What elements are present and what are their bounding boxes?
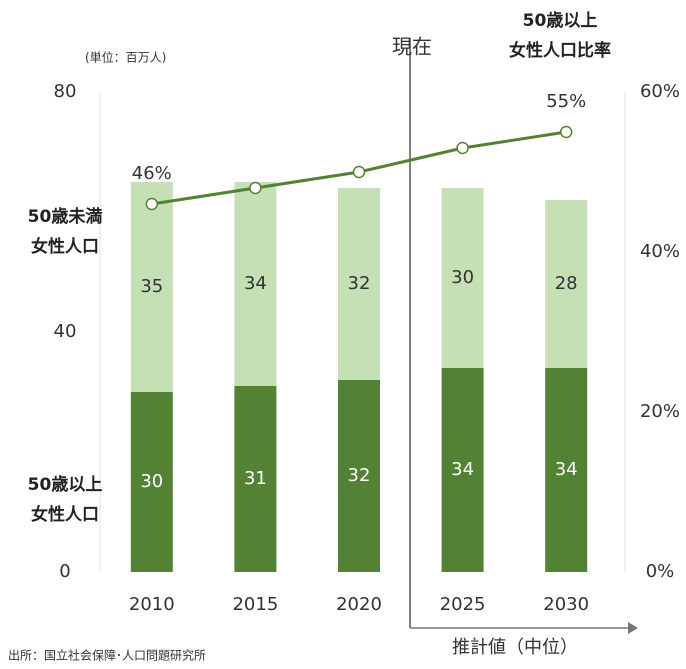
x-tick-label: 2015 [232,594,278,615]
bar-label: 34 [244,273,267,294]
legend-label: 50歳以上 女性人口比率 [509,11,611,61]
bar-segment [441,368,484,572]
line-marker [456,141,469,155]
bar-label: 32 [348,273,371,294]
bar-label: 34 [555,459,578,480]
bar-label: 35 [140,276,163,297]
projection-label: 推計値（中位） [452,637,578,658]
x-tick-label: 2010 [129,594,175,615]
bar-label: 28 [555,273,578,294]
bar-segment [130,182,173,392]
y-tick-label: 0 [59,561,70,582]
legend-label: 50歳以上 女性人口 [27,475,103,525]
line-value-label: 55% [546,91,586,112]
legend-label: 50歳未満 女性人口 [27,207,103,257]
line-marker [249,181,262,195]
line-marker [559,125,573,139]
y2-tick-label: 60% [640,81,680,102]
bar-label: 31 [244,468,267,489]
bar-segment [338,380,380,572]
line-marker [145,197,159,211]
y-tick-label: 80 [54,81,77,102]
unit-label: (単位：百万人) [85,50,166,65]
bar-label: 30 [451,267,474,288]
x-tick-label: 2025 [440,594,486,615]
source: 出所：国立社会保障･人口問題研究所 [8,648,206,663]
bar-label: 34 [451,459,474,480]
y2-tick-label: 0% [646,561,675,582]
bar-segment [545,368,588,572]
bar-segment [130,392,173,572]
line-value-label: 46% [132,163,172,184]
y-tick-label: 40 [54,321,77,342]
bar-label: 32 [348,465,371,486]
x-tick-label: 2020 [336,594,382,615]
x-tick-label: 2030 [543,594,589,615]
y2-tick-label: 40% [640,241,680,262]
bar-segment [234,182,277,386]
bar-segment [234,386,277,572]
y2-tick-label: 20% [640,401,680,422]
bar-segment [545,200,588,368]
line-marker [352,165,366,179]
arrow-head [628,622,638,634]
bar-segment [441,188,484,368]
bar-label: 30 [140,471,163,492]
bar-segment [338,188,380,380]
now-label: 現在 [392,35,432,59]
